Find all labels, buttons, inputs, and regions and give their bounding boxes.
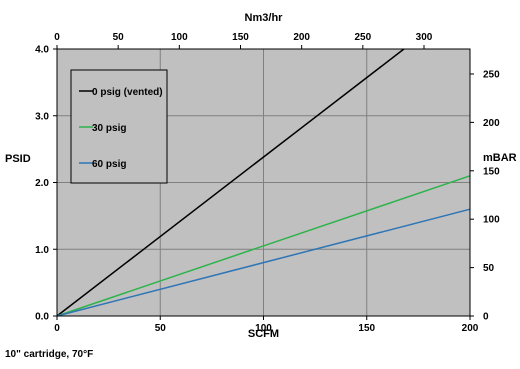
y2-tick-label: 200 [483,118,500,129]
chart-note: 10" cartridge, 70°F [5,349,93,360]
x-tick-label: 100 [255,323,272,334]
x2-tick-label: 0 [54,32,60,43]
x2-tick-label: 100 [171,32,188,43]
x2-tick-label: 150 [232,32,249,43]
y2-tick-label: 100 [483,215,500,226]
series-line [56,208,471,317]
x-tick-label: 50 [155,323,167,334]
x-tick-label: 150 [358,323,375,334]
y2-tick-label: 0 [483,312,489,323]
legend-label: 60 psig [92,159,126,170]
y-tick-label: 1.0 [35,245,49,256]
y2-tick-label: 250 [483,69,500,80]
y-tick-label: 3.0 [35,111,49,122]
series-lines [56,48,471,317]
x2-tick-label: 300 [416,32,433,43]
series-line [56,175,471,317]
y-axis-title: PSID [5,153,31,165]
y2-tick-label: 150 [483,166,500,177]
x2-tick-label: 50 [113,32,125,43]
x-axis-title: SCFM [248,328,279,340]
y-tick-label: 0.0 [35,312,49,323]
legend-label: 30 psig [92,123,126,134]
x2-tick-label: 200 [293,32,310,43]
y-tick-label: 2.0 [35,178,49,189]
y2-tick-label: 50 [483,263,495,274]
legend: 0 psig (vented) 30 psig 60 psig [70,69,168,184]
tick-labels: 0 50 100 150 200 0 50 100 150 200 250 300 0.0 1.0 2.0 3… [35,32,500,334]
x2-tick-label: 250 [354,32,371,43]
x2-axis-title: Nm3/hr [245,12,284,24]
y-tick-label: 4.0 [35,45,49,56]
series-line [56,48,405,317]
y2-axis-title: mBAR [483,152,517,164]
x-tick-label: 0 [54,323,60,334]
legend-label: 0 psig (vented) [92,87,163,98]
x-tick-label: 200 [462,323,479,334]
